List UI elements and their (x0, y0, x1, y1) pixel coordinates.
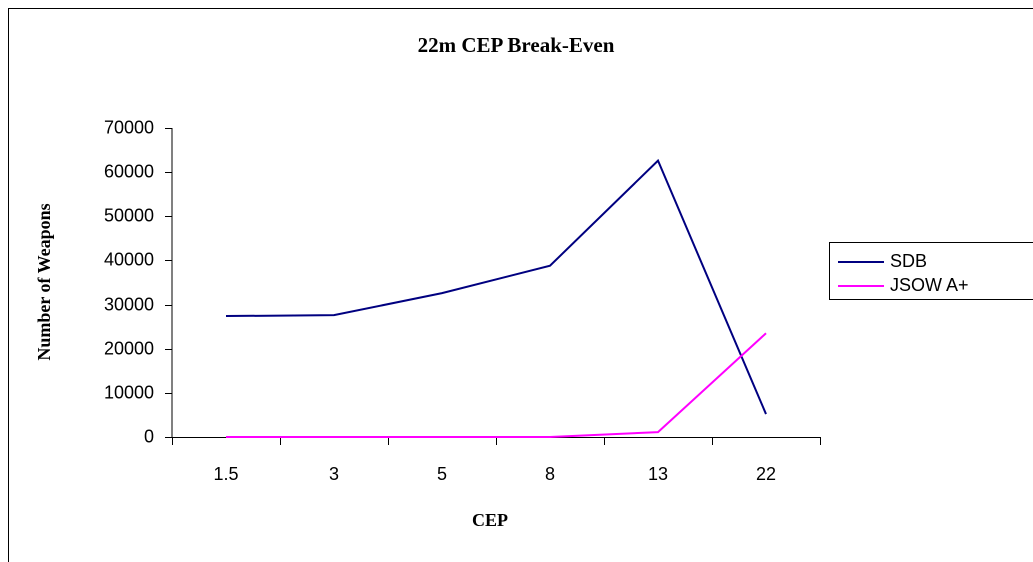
x-tick-label: 5 (437, 464, 447, 484)
y-tick-label: 10000 (104, 382, 154, 402)
y-tick-label: 30000 (104, 294, 154, 314)
y-tick-label: 20000 (104, 338, 154, 358)
series-line (225, 158, 767, 415)
y-tick-label: 40000 (104, 249, 154, 269)
x-tick-label: 13 (648, 464, 668, 484)
chart-title: 22m CEP Break-Even (418, 33, 615, 57)
y-tick-label: 50000 (104, 205, 154, 225)
legend-label: JSOW A+ (890, 275, 969, 295)
series-line (226, 332, 767, 438)
y-tick-label: 0 (144, 426, 154, 446)
x-tick-label: 8 (545, 464, 555, 484)
y-axis-label: Number of Weapons (34, 203, 54, 360)
legend-label: SDB (890, 251, 927, 271)
x-tick-label: 3 (329, 464, 339, 484)
x-axis-label: CEP (472, 510, 508, 530)
legend (829, 242, 1033, 300)
y-tick-label: 70000 (104, 117, 154, 137)
x-tick-label: 22 (756, 464, 776, 484)
x-tick-label: 1.5 (213, 464, 238, 484)
y-tick-label: 60000 (104, 161, 154, 181)
